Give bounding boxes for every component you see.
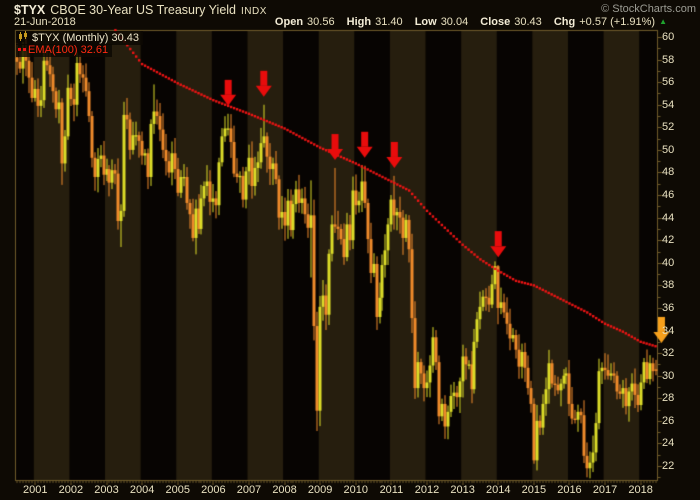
high-label: High [346, 16, 372, 28]
open-label: Open [274, 16, 304, 28]
x-axis-label: 2018 [628, 484, 653, 496]
up-triangle-icon: ▲ [659, 17, 667, 26]
copyright: © StockCharts.com [601, 3, 696, 15]
y-axis-label: 60 [662, 30, 675, 43]
series-legend-label: $TYX (Monthly) 30.43 [32, 32, 139, 44]
y-axis-label: 34 [662, 324, 675, 337]
exchange-tag: INDX [241, 6, 267, 17]
y-axis-label: 54 [662, 98, 675, 111]
x-axis-label: 2008 [272, 484, 297, 496]
candlestick-icon [19, 31, 27, 41]
y-axis-label: 32 [662, 347, 675, 360]
series-legend: $TYX (Monthly) 30.43 [16, 31, 143, 45]
y-axis-label: 28 [662, 392, 675, 405]
x-axis-label: 2009 [307, 484, 333, 496]
x-axis-label: 2001 [23, 484, 48, 496]
close-value: 30.43 [514, 16, 542, 28]
x-axis-label: 2011 [379, 484, 404, 496]
y-axis-label: 42 [662, 234, 675, 247]
y-axis-label: 48 [662, 166, 675, 179]
x-axis-label: 2015 [521, 484, 547, 496]
y-axis-label: 38 [662, 279, 675, 292]
y-axis-label: 56 [662, 76, 675, 89]
ema-legend-label: EMA(100) 32.61 [28, 44, 109, 56]
x-axis-label: 2006 [201, 484, 226, 496]
y-axis-label: 26 [662, 414, 675, 427]
y-axis-label: 30 [662, 369, 675, 382]
chg-value: +0.57 (+1.91%) [579, 16, 656, 28]
y-axis-label: 44 [662, 211, 675, 224]
y-axis-label: 40 [662, 256, 675, 269]
x-axis-label: 2014 [485, 484, 511, 496]
y-axis-label: 52 [662, 121, 675, 134]
ema-dot-icon [23, 48, 26, 51]
chg-label: Chg [553, 16, 576, 28]
close-label: Close [480, 16, 511, 28]
y-axis-label: 50 [662, 143, 675, 156]
x-axis-label: 2003 [94, 484, 119, 496]
chart-header: $TYX CBOE 30-Year US Treasury Yield INDX [14, 3, 267, 17]
ema-dot-icon [18, 48, 21, 51]
open-value: 30.56 [307, 16, 335, 28]
symbol: $TYX [14, 3, 46, 17]
ohlc-quote-bar: Open 30.56 High 31.40 Low 30.04 Close 30.43 … [275, 16, 667, 28]
chart-title: CBOE 30-Year US Treasury Yield [50, 3, 237, 17]
x-axis-label: 2013 [450, 484, 475, 496]
y-axis-label: 24 [662, 437, 675, 450]
y-axis-label: 46 [662, 189, 675, 202]
y-axis-label: 36 [662, 301, 675, 314]
ema-legend: EMA(100) 32.61 [16, 44, 113, 57]
x-axis-label: 2005 [165, 484, 190, 496]
y-axis-label: 22 [662, 460, 675, 472]
x-axis-label: 2017 [592, 484, 618, 496]
x-axis-label: 2016 [557, 484, 582, 496]
high-value: 31.40 [375, 16, 403, 28]
x-axis-label: 2002 [58, 484, 84, 496]
x-axis-label: 2012 [414, 484, 440, 496]
x-axis-label: 2010 [343, 484, 369, 496]
chart-date: 21-Jun-2018 [14, 16, 76, 28]
x-axis-label: 2007 [236, 484, 262, 496]
low-label: Low [414, 16, 437, 28]
x-axis-label: 2004 [129, 484, 155, 496]
y-axis-label: 58 [662, 53, 675, 66]
low-value: 30.04 [440, 16, 469, 28]
